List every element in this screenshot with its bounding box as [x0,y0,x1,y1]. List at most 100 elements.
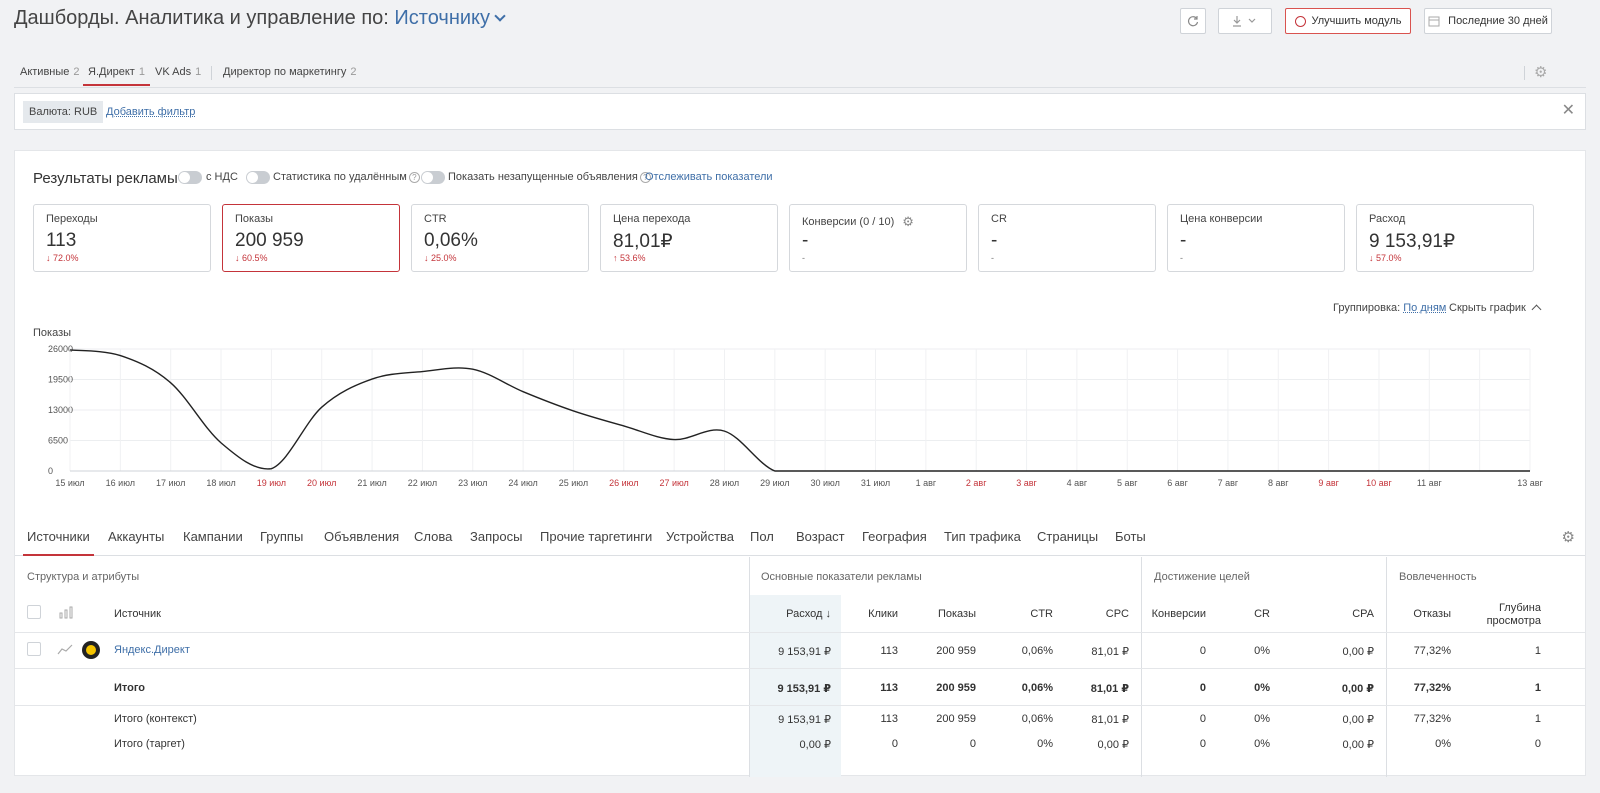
kpi-label: Конверсии (0 / 10) ⚙ [802,213,914,229]
col-depth[interactable]: Глубина просмотра [1451,602,1541,628]
section-tab[interactable]: Возраст [796,529,845,544]
cell-bounces: 77,32% [1413,713,1451,725]
col-impressions[interactable]: Показы [937,608,976,620]
kpi-card-conversions[interactable]: Конверсии (0 / 10) ⚙ - - [789,204,967,272]
tab-active[interactable]: Активные 2 [20,66,80,78]
section-tab[interactable]: Боты [1115,529,1146,544]
help-icon[interactable]: ? [408,172,420,183]
kpi-value: 200 959 [235,230,304,251]
download-button[interactable] [1218,8,1272,34]
kpi-value: 9 153,91₽ [1369,231,1456,252]
cell-bounces: 77,32% [1413,645,1451,657]
kpi-delta: ↑ 53.6% [613,253,646,263]
help-icon[interactable]: ? [639,172,651,183]
gear-icon[interactable]: ⚙ [1534,64,1548,81]
kpi-delta: ↓ 72.0% [46,253,79,263]
cell-cpa: 0,00 ₽ [1342,714,1374,726]
calendar-icon [1428,16,1440,27]
y-tick-label: 26000 [48,344,73,354]
section-tab[interactable]: Группы [260,529,304,544]
section-tab[interactable]: Устройства [666,529,735,544]
group-header-ad-metrics: Основные показатели рекламы [761,571,922,583]
kpi-card-cpa[interactable]: Цена конверсии - - [1167,204,1345,272]
kpi-delta: ↓ 25.0% [424,253,457,263]
col-source[interactable]: Источник [114,608,161,620]
y-axis-title: Показы [33,327,71,339]
cell-ctr: 0,06% [1021,713,1053,725]
gear-icon[interactable]: ⚙ [1561,529,1575,546]
cell-cpa: 0,00 ₽ [1342,739,1374,751]
x-tick-label: 3 авг [1016,478,1037,488]
section-tab[interactable]: Пол [750,529,774,544]
refresh-button[interactable] [1180,8,1206,34]
kpi-value: 81,01₽ [613,231,673,252]
section-tab[interactable]: Аккаунты [108,529,165,544]
cell-cpc: 0,00 ₽ [1097,739,1129,751]
section-tab[interactable]: География [862,529,927,544]
deleted-stats-toggle[interactable] [246,171,270,184]
section-tab[interactable]: Объявления [324,529,400,544]
gear-icon[interactable]: ⚙ [902,214,914,229]
hide-chart-button[interactable]: Скрыть график [1449,302,1542,315]
close-icon[interactable]: ✕ [1561,102,1575,119]
section-tab[interactable]: Тип трафика [944,529,1021,544]
line-chart-icon[interactable] [57,643,73,655]
cell-ctr: 0% [1037,738,1053,750]
page-title: Дашборды. Аналитика и управление по: Ист… [14,7,506,30]
col-cpc[interactable]: CPC [1105,608,1129,620]
chevron-up-icon [1531,304,1542,315]
improve-module-label: Улучшить модуль [1311,15,1402,27]
select-all-checkbox[interactable] [27,605,41,619]
kpi-card-cr[interactable]: CR - - [978,204,1156,272]
x-tick-label: 28 июл [710,478,739,488]
kpi-card-cpc[interactable]: Цена перехода 81,01₽ ↑ 53.6% [600,204,778,272]
tab-yandex-direct[interactable]: Я.Директ 1 [83,66,150,86]
bar-chart-icon[interactable] [59,605,73,619]
col-clicks[interactable]: Клики [868,608,898,620]
x-tick-label: 10 авг [1366,478,1392,488]
filter-bar: Валюта: RUB Добавить фильтр ✕ [14,93,1586,130]
section-tab[interactable]: Запросы [470,529,523,544]
x-tick-label: 16 июл [106,478,135,488]
row-checkbox[interactable] [27,642,41,656]
section-tab[interactable]: Страницы [1037,529,1099,544]
col-cpa[interactable]: CPA [1352,608,1374,620]
section-tab[interactable]: Слова [414,529,453,544]
tab-marketing-director[interactable]: Директор по маркетингу 2 [223,66,356,78]
x-tick-label: 24 июл [508,478,537,488]
cell-bounces: 0% [1435,738,1451,750]
kpi-card-spend[interactable]: Расход 9 153,91₽ ↓ 57.0% [1356,204,1534,272]
tab-label: Я.Директ [88,66,135,78]
improve-module-button[interactable]: Улучшить модуль [1285,8,1411,34]
kpi-card-impressions[interactable]: Показы 200 959 ↓ 60.5% [222,204,400,272]
source-selector[interactable]: Источнику [394,7,506,29]
tab-count: 2 [350,66,357,78]
track-metrics-link[interactable]: Отслеживать показатели [645,171,773,183]
col-spend[interactable]: Расход ↓ [786,608,831,620]
section-tab[interactable]: Кампании [183,529,243,544]
period-selector[interactable]: Последние 30 дней [1424,8,1552,34]
col-ctr[interactable]: CTR [1030,608,1053,620]
col-conversions[interactable]: Конверсии [1151,608,1206,620]
deleted-stats-text: Статистика по удалённым [273,171,407,183]
kpi-card-clicks[interactable]: Переходы 113 ↓ 72.0% [33,204,211,272]
cell-depth: 1 [1534,645,1541,657]
source-name-link[interactable]: Яндекс.Директ [114,644,190,656]
cell-cr: 0% [1254,682,1270,694]
sources-table: Структура и атрибуты Основные показатели… [15,557,1585,777]
kpi-delta: ↓ 60.5% [235,253,268,263]
vat-toggle[interactable] [178,171,202,184]
kpi-card-ctr[interactable]: CTR 0,06% ↓ 25.0% [411,204,589,272]
kpi-value: - [802,230,809,251]
col-cr[interactable]: CR [1254,608,1270,620]
unlaunched-ads-toggle[interactable] [421,171,445,184]
currency-filter-chip[interactable]: Валюта: RUB [23,101,104,123]
col-bounces[interactable]: Отказы [1413,608,1451,620]
grouping-selector[interactable]: По дням [1403,302,1447,314]
section-tab[interactable]: Прочие таргетинги [540,529,653,544]
tab-vk-ads[interactable]: VK Ads 1 [155,66,201,78]
section-tab[interactable]: Источники [23,529,94,556]
cell-clicks: 113 [880,713,898,725]
page-title-prefix: Дашборды. Аналитика и управление по: [14,7,389,29]
add-filter-link[interactable]: Добавить фильтр [106,106,196,118]
